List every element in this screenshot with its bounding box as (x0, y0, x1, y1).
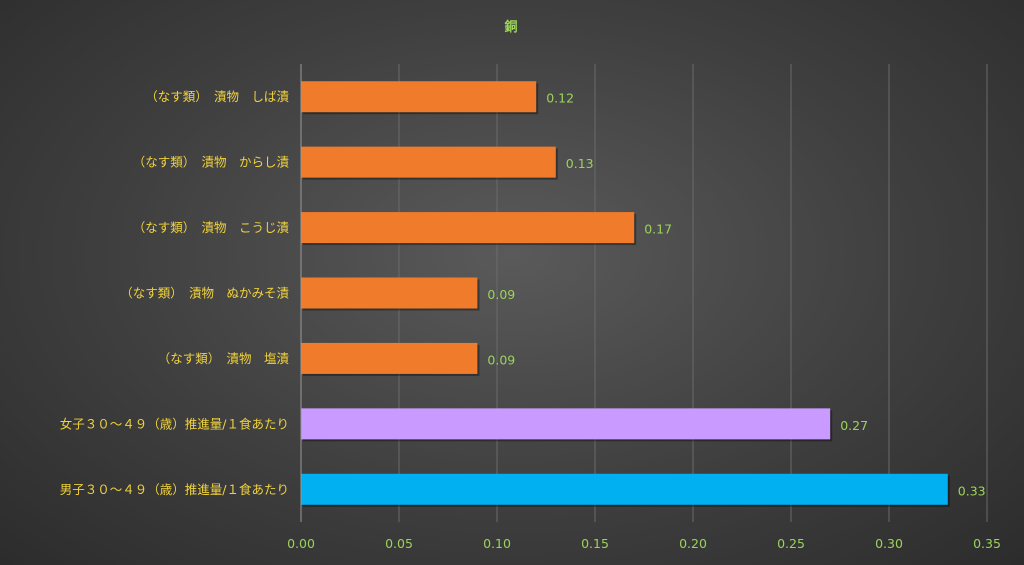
category-label: （なす類） 漬物 ぬかみそ漬 (120, 286, 289, 301)
x-tick-label: 0.15 (581, 536, 609, 551)
value-label: 0.27 (840, 418, 868, 433)
category-label: 男子３０～４９（歳）推進量/１食あたり (60, 482, 289, 497)
category-labels: （なす類） 漬物 しば漬 （なす類） 漬物 からし漬 （なす類） 漬物 こうじ漬 （な… (60, 89, 290, 497)
x-tick-labels: 0.00 0.05 0.10 0.15 0.20 0.25 0.30 0.35 (287, 536, 1001, 551)
x-tick-label: 0.35 (973, 536, 1001, 551)
value-label: 0.09 (487, 287, 515, 302)
bars (301, 81, 950, 507)
bar (301, 277, 478, 309)
value-label: 0.12 (546, 91, 574, 106)
category-label: （なす類） 漬物 塩漬 (158, 351, 290, 366)
bar (301, 81, 537, 113)
bar (301, 473, 948, 505)
x-tick-label: 0.25 (777, 536, 805, 551)
x-tick-label: 0.20 (679, 536, 707, 551)
bar (301, 212, 635, 244)
value-labels: 0.12 0.13 0.17 0.09 0.09 0.27 0.33 (487, 91, 985, 499)
value-label: 0.13 (566, 156, 594, 171)
category-label: 女子３０～４９（歳）推進量/１食あたり (60, 416, 289, 431)
category-label: （なす類） 漬物 しば漬 (145, 89, 289, 104)
category-label: （なす類） 漬物 こうじ漬 (133, 220, 290, 235)
value-label: 0.09 (487, 352, 515, 367)
bar (301, 146, 556, 178)
x-tick-label: 0.30 (875, 536, 903, 551)
value-label: 0.33 (958, 483, 986, 498)
bar (301, 342, 478, 374)
x-tick-label: 0.00 (287, 536, 315, 551)
gridlines (398, 64, 988, 522)
chart-title: 銅 (504, 19, 517, 35)
bar (301, 408, 831, 440)
x-tick-label: 0.05 (385, 536, 413, 551)
category-label: （なす類） 漬物 からし漬 (133, 155, 290, 170)
x-tick-label: 0.10 (483, 536, 511, 551)
value-label: 0.17 (644, 222, 672, 237)
